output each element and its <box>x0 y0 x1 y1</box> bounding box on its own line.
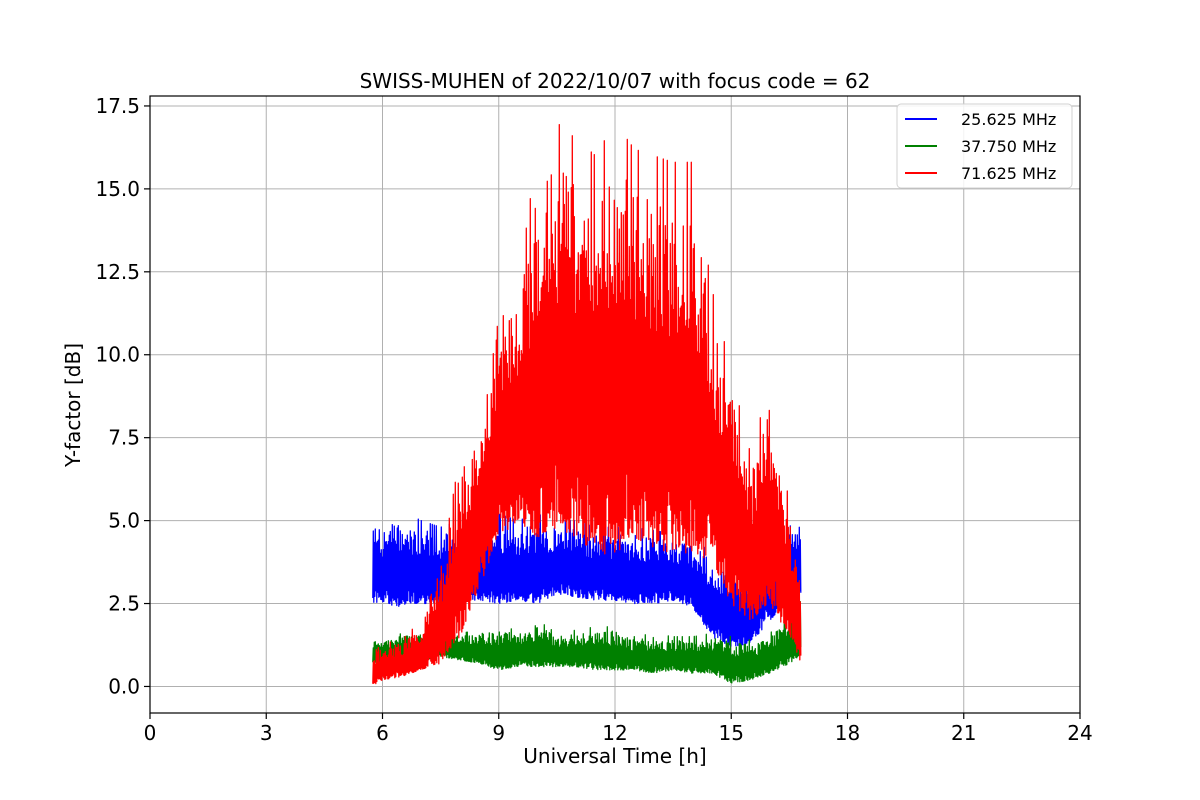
x-tick-label: 0 <box>144 721 157 745</box>
series-line <box>372 513 802 647</box>
legend-label: 71.625 MHz <box>961 164 1056 183</box>
x-tick-label: 12 <box>602 721 627 745</box>
y-tick-label: 7.5 <box>108 426 140 450</box>
ticks: 0 3 6 9 12 15 18 21 24 0.0 2.5 5.0 7.5 10.0 12.5 15.0 17… <box>95 94 1092 745</box>
chart-title: SWISS-MUHEN of 2022/10/07 with focus cod… <box>360 69 871 93</box>
y-tick-label: 2.5 <box>108 592 140 616</box>
legend: 25.625 MHz 37.750 MHz 71.625 MHz <box>896 103 1073 189</box>
x-tick-label: 9 <box>492 721 505 745</box>
x-tick-label: 24 <box>1067 721 1092 745</box>
y-axis-label: Y-factor [dB] <box>61 343 85 468</box>
y-tick-label: 0.0 <box>108 674 140 698</box>
x-tick-label: 21 <box>951 721 976 745</box>
x-tick-label: 6 <box>376 721 389 745</box>
series-line <box>372 123 802 685</box>
x-tick-label: 3 <box>260 721 273 745</box>
legend-label: 25.625 MHz <box>961 110 1056 129</box>
y-tick-label: 10.0 <box>95 343 140 367</box>
y-tick-label: 17.5 <box>95 94 140 118</box>
y-tick-label: 12.5 <box>95 260 140 284</box>
y-tick-label: 15.0 <box>95 177 140 201</box>
x-tick-label: 15 <box>719 721 744 745</box>
y-tick-label: 5.0 <box>108 509 140 533</box>
legend-label: 37.750 MHz <box>961 137 1056 156</box>
series-layer <box>372 123 802 685</box>
legend-box <box>896 103 1073 189</box>
x-axis-label: Universal Time [h] <box>523 744 706 768</box>
x-tick-label: 18 <box>835 721 860 745</box>
